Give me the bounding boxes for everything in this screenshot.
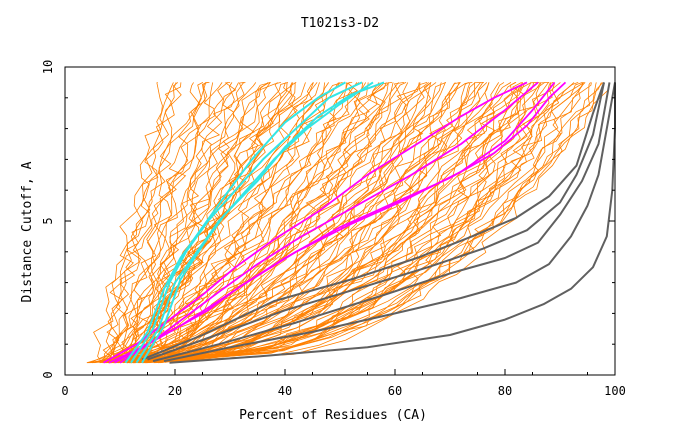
background-series-line	[132, 82, 549, 364]
background-series-line	[89, 82, 340, 364]
series-line-magenta-4	[119, 81, 539, 364]
series-line-gray-5	[141, 82, 605, 361]
series-line-gray-3	[152, 82, 611, 363]
background-series-line	[92, 82, 523, 364]
x-tick-label: 80	[498, 384, 512, 398]
series-line-cyan-4	[141, 81, 385, 364]
background-series-line	[110, 82, 512, 364]
background-series-line	[126, 82, 163, 363]
background-series-line	[87, 82, 442, 364]
plot-area	[86, 81, 616, 364]
series-line-magenta-2	[114, 81, 556, 364]
y-tick-label: 10	[41, 60, 55, 74]
background-series-line	[89, 82, 481, 364]
background-series-line	[108, 82, 592, 364]
x-tick-label: 60	[388, 384, 402, 398]
background-series-line	[111, 82, 367, 364]
background-series-line	[105, 82, 437, 364]
background-series-line	[88, 82, 610, 364]
x-axis-label: Percent of Residues (CA)	[239, 408, 427, 423]
background-series-line	[129, 82, 461, 364]
y-axis-label: Distance Cutoff, A	[20, 161, 35, 302]
background-series-line	[123, 82, 429, 364]
background-series-line	[130, 82, 490, 364]
background-series-line	[121, 82, 245, 363]
background-series-line	[105, 82, 314, 363]
background-series-line	[145, 82, 541, 364]
background-series-line	[105, 82, 387, 364]
series-line-cyan-3	[124, 81, 346, 364]
background-series-line	[134, 82, 351, 364]
background-series-line	[91, 82, 384, 364]
x-tick-label: 0	[61, 384, 68, 398]
series-line-gray-4	[147, 82, 605, 361]
axes: 0 20 40 60 80 100 0 5 10	[41, 60, 626, 398]
background-series-line	[99, 82, 281, 363]
background-series-line	[102, 82, 201, 363]
background-series-line	[133, 82, 282, 364]
background-series-line	[129, 82, 561, 364]
background-series-line	[118, 82, 405, 364]
background-series-line	[117, 82, 500, 364]
series-line-cyan-1	[130, 81, 363, 364]
background-series-line	[131, 82, 204, 363]
series-line-gray-1	[169, 82, 616, 364]
background-series-line	[110, 82, 235, 363]
background-series-line	[102, 82, 460, 364]
y-tick-label: 0	[41, 371, 55, 378]
background-series-line	[113, 82, 485, 364]
background-series-line	[127, 82, 585, 364]
background-series-line	[113, 82, 182, 363]
background-series-line	[155, 82, 526, 364]
highlight-series-group	[103, 81, 616, 364]
background-series-line	[99, 82, 347, 364]
chart-title: T1021s3-D2	[301, 16, 379, 31]
background-series-line	[105, 82, 174, 363]
background-series-line	[108, 82, 210, 364]
background-series-line	[145, 82, 556, 364]
x-tick-label: 40	[278, 384, 292, 398]
x-tick-label: 100	[604, 384, 626, 398]
background-series-line	[105, 82, 545, 364]
series-line-gray-2	[163, 82, 616, 363]
background-series-line	[93, 82, 228, 363]
background-series-line	[118, 82, 296, 363]
background-series-line	[125, 82, 208, 363]
background-series-line	[112, 82, 579, 364]
background-series-line	[140, 82, 330, 363]
background-series-line	[160, 82, 471, 364]
background-series-line	[109, 82, 586, 364]
y-tick-label: 5	[41, 217, 55, 224]
background-series-line	[108, 82, 602, 364]
background-series-line	[87, 82, 526, 364]
background-series-line	[108, 82, 420, 364]
x-tick-label: 20	[168, 384, 182, 398]
